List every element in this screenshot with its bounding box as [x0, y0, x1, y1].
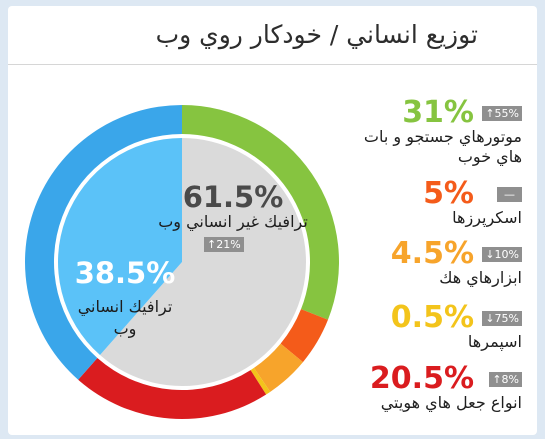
- human-traffic-text: ترافيك انساني وب: [77, 297, 173, 338]
- outer-ring-slice-scrapers: [280, 309, 328, 363]
- inner-slice-nonhuman-traffic: [99, 138, 307, 386]
- infographic-card: توزيع انساني / خودكار روي وب 38.5% ترافي…: [8, 6, 537, 435]
- outer-ring-slice-search-bots: [182, 105, 340, 320]
- donut-chart: [25, 105, 340, 420]
- legend-impersonators-value: 20.5%: [369, 361, 474, 396]
- legend-search-bots: 31% ↑55% موتورهاي جستجو و بات هاي خوب: [360, 97, 530, 167]
- legend-hacking-tools: 4.5% ↓10% ابزارهاي هك: [360, 238, 530, 288]
- legend-spammers-label: اسپمرها: [467, 332, 522, 351]
- human-traffic-value: 38.5%: [74, 256, 176, 290]
- legend-impersonators-label: انواع جعل هاي هويتي: [380, 393, 522, 412]
- title-divider: [8, 64, 537, 65]
- chart-title: توزيع انساني / خودكار روي وب: [155, 20, 478, 49]
- legend-search-bots-label: موتورهاي جستجو و بات هاي خوب: [363, 127, 522, 166]
- legend-hacking-tools-label: ابزارهاي هك: [439, 268, 522, 287]
- nonhuman-traffic-label: 61.5% ترافيك غير انساني وب ↑21%: [158, 181, 308, 252]
- legend-scrapers-label: اسكرپرزها: [452, 208, 522, 227]
- inner-slice-human-traffic: [58, 138, 182, 356]
- legend-impersonators-change: ↑8%: [489, 372, 522, 387]
- outer-ring-slice-impersonators: [78, 358, 267, 420]
- legend-search-bots-change: ↑55%: [482, 106, 522, 121]
- legend-scrapers-value: 5%: [423, 176, 474, 211]
- legend-hacking-tools-change: ↓10%: [482, 247, 522, 262]
- outer-ring-slice-spammers: [250, 367, 271, 395]
- outer-ring-slice-hacking-tools: [253, 343, 303, 392]
- legend-scrapers-change: —: [497, 187, 522, 202]
- legend-spammers-value: 0.5%: [390, 300, 474, 335]
- outer-ring-slice-human-traffic: [25, 105, 183, 380]
- nonhuman-traffic-change: ↑21%: [204, 237, 244, 252]
- nonhuman-traffic-text: ترافيك غير انساني وب: [158, 212, 308, 231]
- legend-hacking-tools-value: 4.5%: [390, 236, 474, 271]
- legend-spammers-change: ↓75%: [482, 311, 522, 326]
- legend-scrapers: 5% — اسكرپرزها: [360, 178, 530, 228]
- legend-search-bots-value: 31%: [402, 95, 474, 130]
- human-traffic-label: 38.5% ترافيك انساني وب: [60, 256, 190, 340]
- nonhuman-traffic-value: 61.5%: [182, 180, 284, 214]
- legend-impersonators: 20.5% ↑8% انواع جعل هاي هويتي: [360, 363, 530, 413]
- legend-spammers: 0.5% ↓75% اسپمرها: [360, 302, 530, 352]
